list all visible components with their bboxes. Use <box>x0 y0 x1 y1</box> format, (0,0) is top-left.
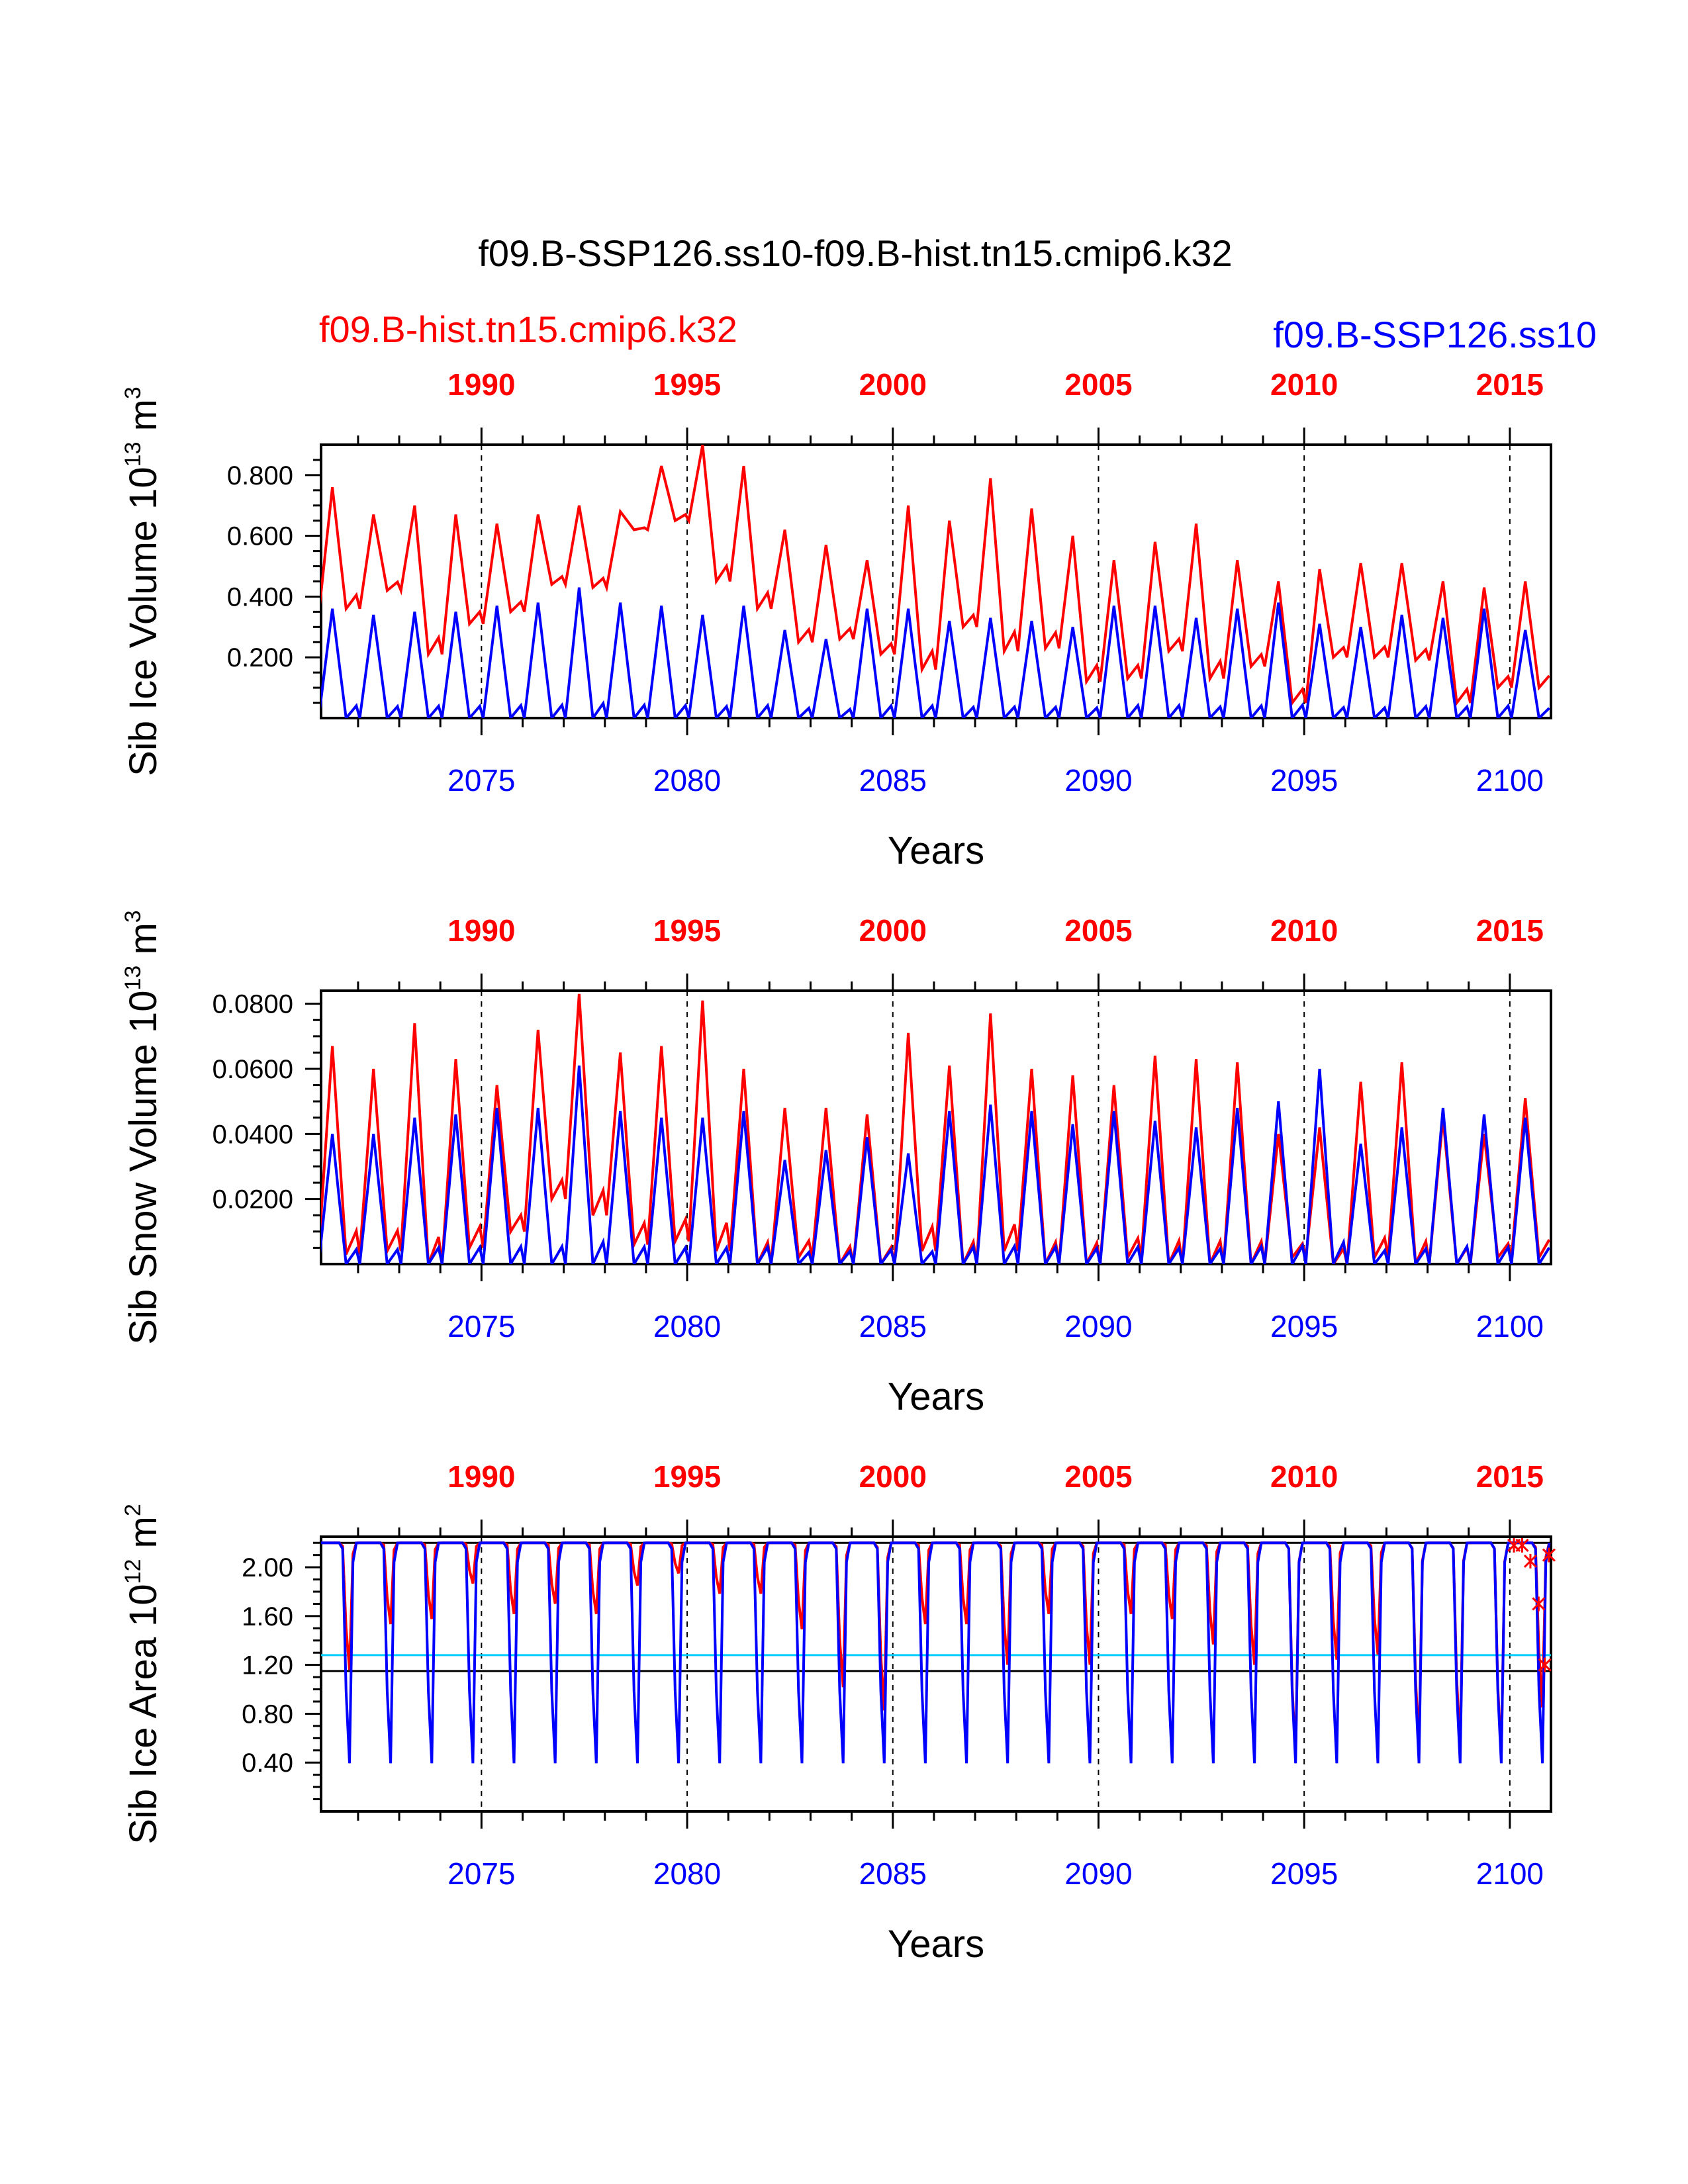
y-tick-label: 0.800 <box>227 461 293 490</box>
legend-red-label: f09.B-hist.tn15.cmip6.k32 <box>319 308 737 350</box>
y-tick-label: 0.40 <box>242 1749 293 1778</box>
y-tick-label: 0.0200 <box>212 1185 293 1214</box>
bottom-axis-year-label: 2095 <box>1270 1856 1338 1891</box>
top-axis-year-label: 2000 <box>859 367 927 402</box>
series-line-red <box>321 1541 1551 1756</box>
y-axis-title: Sib Snow Volume 1013 m3 <box>120 910 165 1344</box>
series-line-blue <box>321 1541 1551 1764</box>
top-axis-year-label: 2015 <box>1476 367 1544 402</box>
y-tick-label: 0.0600 <box>212 1055 293 1084</box>
red-star-marker <box>1515 1537 1529 1553</box>
bottom-axis-year-label: 2095 <box>1270 1309 1338 1343</box>
panel-2: 1990 1995 2000 2005 2010 2015 2075 2080 2085 2090… <box>120 910 1552 1418</box>
plot-frame <box>320 1535 1552 1813</box>
bottom-axis-year-label: 2080 <box>653 1309 721 1343</box>
y-tick-label: 1.20 <box>242 1651 293 1680</box>
bottom-axis-year-label: 2080 <box>653 763 721 797</box>
y-tick-label: 1.60 <box>242 1602 293 1631</box>
series-line-blue <box>321 587 1550 718</box>
bottom-axis-year-label: 2100 <box>1476 1856 1544 1891</box>
x-axis-title: Years <box>888 1375 984 1418</box>
y-tick-label: 0.80 <box>242 1700 293 1729</box>
top-axis-year-label: 1995 <box>653 913 721 948</box>
top-axis-year-label: 1990 <box>447 1459 515 1494</box>
top-axis-year-label: 2000 <box>859 1459 927 1494</box>
x-axis-title: Years <box>888 829 984 872</box>
top-axis-year-label: 2015 <box>1476 1459 1544 1494</box>
panels-group: 1990 1995 2000 2005 2010 2015 2075 2080 2085 2090… <box>120 367 1556 1966</box>
legend-blue-label: f09.B-SSP126.ss10 <box>1273 314 1597 355</box>
top-axis-year-label: 2000 <box>859 913 927 948</box>
top-axis-year-label: 1995 <box>653 367 721 402</box>
series-line-red <box>321 993 1551 1264</box>
top-axis-year-label: 2005 <box>1064 913 1132 948</box>
bottom-axis-year-label: 2075 <box>447 763 515 797</box>
top-axis-year-label: 1990 <box>447 913 515 948</box>
top-axis-year-label: 2010 <box>1270 1459 1338 1494</box>
bottom-axis-year-label: 2085 <box>859 1309 927 1343</box>
bottom-axis-year-label: 2090 <box>1064 1856 1132 1891</box>
red-star-marker <box>1542 1547 1556 1563</box>
series-line-red <box>321 445 1550 707</box>
bottom-axis-year-label: 2075 <box>447 1309 515 1343</box>
y-tick-label: 0.600 <box>227 522 293 551</box>
y-tick-label: 2.00 <box>242 1553 293 1582</box>
top-axis-year-label: 2015 <box>1476 913 1544 948</box>
bottom-axis-year-label: 2090 <box>1064 1309 1132 1343</box>
y-tick-label: 0.400 <box>227 582 293 612</box>
top-axis-year-label: 1995 <box>653 1459 721 1494</box>
series-line-blue <box>321 1065 1551 1264</box>
red-star-marker <box>1538 1657 1552 1672</box>
bottom-axis-year-label: 2095 <box>1270 763 1338 797</box>
top-axis-year-label: 2005 <box>1064 1459 1132 1494</box>
y-tick-label: 0.0800 <box>212 990 293 1019</box>
bottom-axis-year-label: 2085 <box>859 1856 927 1891</box>
top-axis-year-label: 2005 <box>1064 367 1132 402</box>
bottom-axis-year-label: 2090 <box>1064 763 1132 797</box>
x-axis-title: Years <box>888 1923 984 1966</box>
bottom-axis-year-label: 2085 <box>859 763 927 797</box>
bottom-axis-year-label: 2080 <box>653 1856 721 1891</box>
top-axis-year-label: 1990 <box>447 367 515 402</box>
y-tick-label: 0.200 <box>227 643 293 672</box>
top-axis-year-label: 2010 <box>1270 367 1338 402</box>
plot-frame <box>320 989 1552 1265</box>
red-star-marker <box>1523 1553 1537 1569</box>
y-axis-title: Sib Ice Volume 1013 m3 <box>120 387 165 776</box>
y-axis-title: Sib Ice Area 1012 m2 <box>120 1504 165 1844</box>
bottom-axis-year-label: 2075 <box>447 1856 515 1891</box>
top-axis-year-label: 2010 <box>1270 913 1338 948</box>
bottom-axis-year-label: 2100 <box>1476 763 1544 797</box>
chart-title: f09.B-SSP126.ss10-f09.B-hist.tn15.cmip6.… <box>478 232 1232 274</box>
panel-3: 1990 1995 2000 2005 2010 2015 2075 2080 2085 2090… <box>120 1459 1556 1966</box>
panel-1: 1990 1995 2000 2005 2010 2015 2075 2080 2085 2090… <box>120 367 1552 872</box>
y-tick-label: 0.0400 <box>212 1120 293 1149</box>
bottom-axis-year-label: 2100 <box>1476 1309 1544 1343</box>
red-star-marker <box>1532 1596 1546 1612</box>
